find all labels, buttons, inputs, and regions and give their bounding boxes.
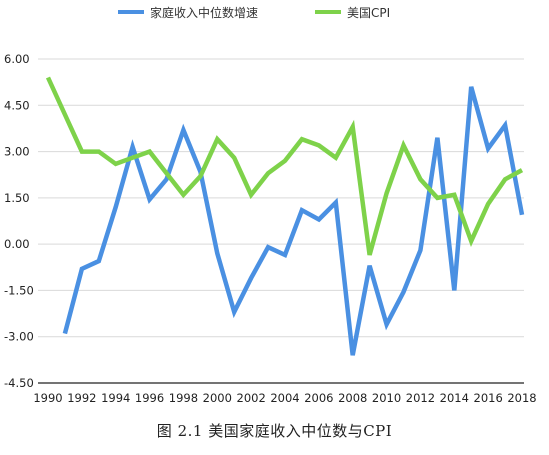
x-tick-label: 2018 xyxy=(507,391,536,405)
legend-label-2: 美国CPI xyxy=(347,6,390,20)
series-line-2 xyxy=(45,76,524,256)
legend: 家庭收入中位数增速 美国CPI xyxy=(118,5,390,20)
legend-label-1: 家庭收入中位数增速 xyxy=(150,5,258,20)
line-chart: 家庭收入中位数增速 美国CPI 6.00 4.50 3.00 1.50 0.00 -1.50… xyxy=(4,5,537,405)
x-tick-label: 2002 xyxy=(237,391,266,405)
y-tick-label: 1.50 xyxy=(4,191,30,205)
x-tick-label: 2006 xyxy=(304,391,333,405)
figure-caption: 图 2.1 美国家庭收入中位数与CPI xyxy=(156,422,393,440)
x-tick-label: 1994 xyxy=(101,391,130,405)
y-tick-label: 6.00 xyxy=(4,52,30,66)
x-tick-label: 1992 xyxy=(67,391,96,405)
y-tick-label: 0.00 xyxy=(4,237,30,251)
x-tick-label: 1990 xyxy=(33,391,62,405)
y-tick-label: -3.00 xyxy=(4,330,34,344)
x-tick-label: 2010 xyxy=(372,391,401,405)
series-lines xyxy=(45,76,525,356)
y-tick-label: 3.00 xyxy=(4,145,30,159)
series-line-1 xyxy=(62,86,525,356)
x-tick-label: 2000 xyxy=(203,391,232,405)
x-tick-label: 1998 xyxy=(169,391,198,405)
y-tick-label: 4.50 xyxy=(4,98,30,112)
x-tick-label: 2004 xyxy=(270,391,299,405)
x-tick-label: 2008 xyxy=(338,391,367,405)
x-tick-label: 2016 xyxy=(474,391,503,405)
x-tick-label: 2014 xyxy=(440,391,469,405)
y-tick-label: -1.50 xyxy=(4,283,34,297)
y-axis-ticks: 6.00 4.50 3.00 1.50 0.00 -1.50 -3.00 -4.50 xyxy=(4,52,34,390)
x-tick-label: 1996 xyxy=(135,391,164,405)
x-axis-ticks: 1990 1992 1994 1996 1998 2000 2002 2004 2006 2008… xyxy=(33,391,536,405)
y-tick-label: -4.50 xyxy=(4,376,34,390)
x-tick-label: 2012 xyxy=(406,391,435,405)
